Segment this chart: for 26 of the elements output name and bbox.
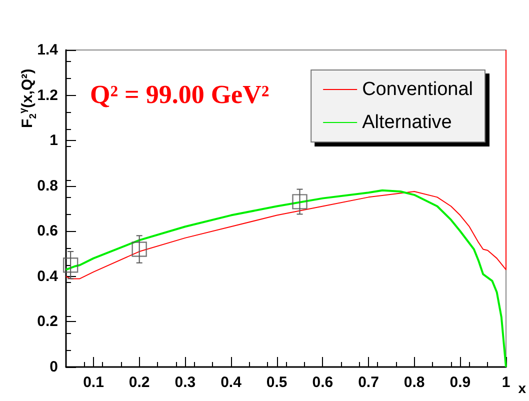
y-tick-label: 0.8	[37, 177, 58, 194]
annotation: Q² = 99.00 GeV²	[90, 80, 270, 110]
x-tick-label: 0.8	[404, 374, 425, 391]
point	[62, 258, 78, 273]
x-tick-label: 0.2	[128, 374, 150, 391]
x-tick-label: 0.5	[266, 374, 288, 391]
x-tick-label: 1	[502, 374, 510, 391]
x-tick-label: 0.3	[174, 374, 196, 391]
point	[292, 194, 308, 210]
y-tick-label: 0	[50, 358, 58, 376]
y-tick-label: 1.2	[37, 86, 58, 104]
x-tick-label: 0.4	[220, 374, 242, 391]
y-tick-label: 0.2	[37, 313, 58, 330]
x-tick-label: 0.1	[83, 374, 104, 391]
y-tick-label: 1	[50, 132, 58, 150]
x-tick-label: 0.9	[450, 374, 471, 391]
x-axis-title: x	[518, 380, 526, 396]
x-tick-label: 0.6	[312, 374, 334, 391]
y-tick-label: 0.6	[37, 222, 58, 240]
x-tick-label: 0.7	[358, 374, 379, 391]
legend-label: Conventional	[362, 79, 474, 100]
line-series	[66, 50, 506, 280]
point	[132, 242, 147, 257]
legend-label: Alternative	[362, 112, 452, 133]
y-tick-label: 0.4	[37, 268, 59, 285]
y-tick-label: 1.4	[37, 42, 59, 58]
